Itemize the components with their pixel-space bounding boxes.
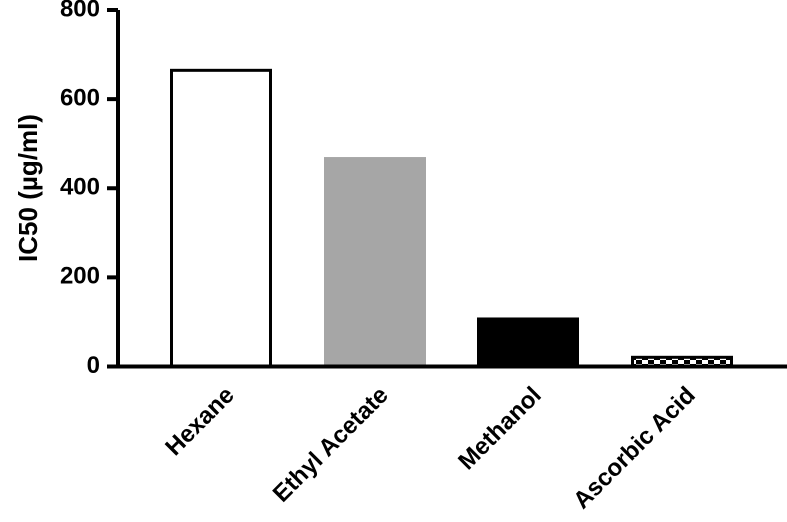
bar-ethyl-acetate — [324, 157, 426, 367]
bars-group — [170, 68, 733, 368]
bar-hexane — [170, 68, 272, 368]
y-axis-label: IC50 (µg/ml) — [13, 114, 43, 262]
y-tick-label: 200 — [60, 263, 100, 290]
y-tick-label: 400 — [60, 174, 100, 201]
x-category-label: Ethyl Acetate — [268, 382, 394, 508]
y-tick-label: 600 — [60, 84, 100, 111]
x-category-label: Ascorbic Acid — [568, 382, 701, 515]
x-labels-group: Hexane Ethyl Acetate Methanol Ascorbic Acid — [160, 382, 700, 515]
y-tick-label: 800 — [60, 0, 100, 22]
bar-methanol — [477, 317, 579, 367]
y-tick-label: 0 — [87, 352, 100, 379]
x-category-label: Hexane — [160, 382, 239, 461]
y-ticks-group: 0 200 400 600 800 — [60, 0, 118, 379]
x-category-label: Methanol — [453, 382, 547, 476]
